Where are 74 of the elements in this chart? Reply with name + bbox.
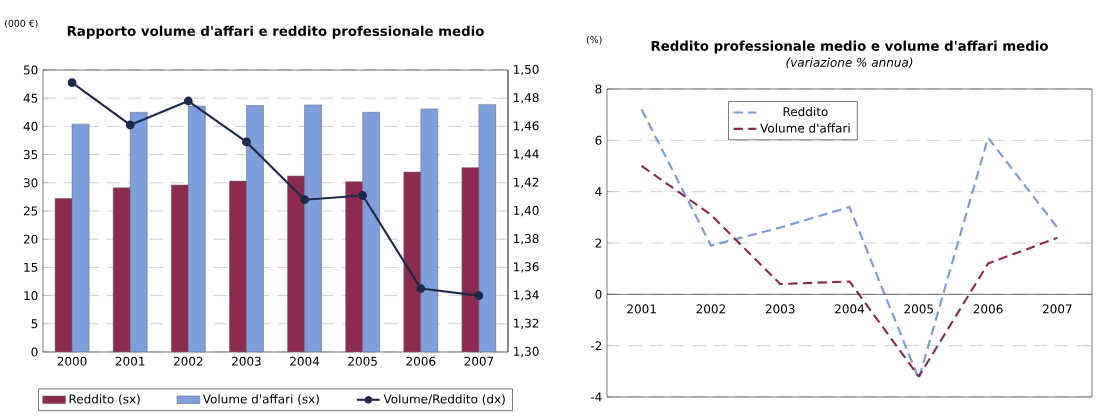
y2-tick-label: 1,36 (514, 262, 539, 273)
y-tick-label: 6 (595, 135, 602, 145)
y-axis-title: (000 €) (5, 19, 38, 28)
x-tick-label: 2003 (232, 356, 261, 366)
y-tick-label: 45 (23, 93, 38, 103)
bar (171, 185, 189, 352)
point (242, 137, 251, 147)
y-tick-label: 5 (31, 319, 38, 329)
y2-tick-label: 1,34 (514, 290, 539, 301)
y-tick-label: 20 (23, 234, 38, 244)
x-tick-label: 2007 (464, 356, 494, 366)
y2-tick-label: 1,44 (514, 149, 539, 160)
y2-tick-label: 1,40 (514, 205, 539, 217)
bar (130, 112, 148, 352)
y-tick-label: 40 (23, 121, 38, 131)
x-tick-label: 2006 (406, 356, 436, 366)
y-tick-label: 4 (595, 187, 602, 197)
bar (229, 181, 247, 352)
y2-tick-label: 1,42 (514, 177, 539, 188)
bar (304, 104, 322, 352)
x-tick-label: 2002 (173, 356, 203, 366)
x-tick-label: 2004 (290, 356, 320, 366)
y2-tick-label: 1,30 (514, 346, 539, 358)
x-tick-label: 2005 (348, 356, 377, 366)
chart-title: Reddito professionale medio e volume d'affari medio (651, 40, 1048, 54)
y-tick-label: 2 (595, 238, 602, 248)
point (67, 78, 77, 88)
point (474, 291, 484, 300)
y-tick-label: 10 (24, 291, 38, 301)
y2-tick-label: 1,32 (514, 318, 539, 329)
y2-tick-label: 1,50 (514, 64, 539, 76)
y-tick-label: 0 (595, 289, 602, 299)
y-tick-label: -4 (590, 392, 602, 402)
bar (113, 187, 131, 352)
bar (420, 108, 438, 352)
bar (287, 176, 305, 352)
bar (246, 105, 264, 352)
y-tick-label: 15 (24, 262, 38, 272)
chart-subtitle: (variazione % annua) (786, 57, 913, 69)
x-tick-label: 2000 (57, 356, 87, 366)
y-tick-label: 30 (23, 178, 38, 188)
y-tick-label: 35 (23, 150, 38, 160)
point (125, 120, 135, 130)
y-tick-label: 0 (31, 347, 38, 357)
bar (403, 172, 421, 352)
y-tick-label: 8 (595, 84, 602, 94)
point (358, 191, 368, 200)
x-tick-label: 2002 (696, 304, 725, 314)
legend-label: Volume d'affari (sx) (202, 394, 319, 405)
point (300, 195, 309, 205)
bar (345, 181, 363, 352)
bar (362, 112, 380, 352)
bar (188, 106, 206, 352)
y-axis-title: (%) (586, 35, 602, 45)
point (183, 96, 193, 106)
x-tick-label: 2001 (115, 356, 145, 366)
x-tick-label: 2003 (765, 304, 795, 314)
x-tick-label: 2006 (973, 304, 1003, 314)
legend-label: Volume d'affari (760, 123, 850, 133)
y-tick-label: -2 (590, 341, 602, 351)
x-tick-label: 2005 (904, 304, 933, 314)
legend-label: Volume/Reddito (dx) (383, 394, 505, 405)
x-tick-label: 2001 (627, 304, 656, 314)
x-tick-label: 2004 (835, 304, 865, 314)
x-tick-label: 2007 (1042, 304, 1072, 314)
point (416, 284, 426, 293)
y2-tick-label: 1,48 (514, 93, 539, 104)
y-tick-label: 50 (23, 65, 38, 75)
chart-title: Rapporto volume d'affari e reddito professionale medio (67, 25, 484, 39)
legend-label: Reddito (783, 106, 828, 117)
legend-label: Reddito (sx) (69, 394, 140, 405)
y2-tick-label: 1,46 (514, 121, 539, 132)
y2-tick-label: 1,38 (514, 234, 539, 245)
y-tick-label: 25 (23, 206, 38, 216)
